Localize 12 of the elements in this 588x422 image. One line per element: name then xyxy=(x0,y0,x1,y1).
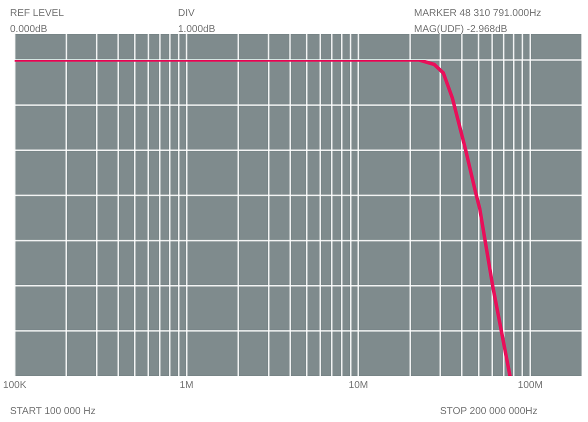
x-tick-label: 1M xyxy=(180,380,194,391)
x-tick-label: 10M xyxy=(348,380,368,391)
text: REF LEVEL xyxy=(10,8,64,19)
text: STOP 200 000 000Hz xyxy=(440,406,538,417)
text: MAG(UDF) -2.968dB xyxy=(414,24,508,35)
text: START 100 000 Hz xyxy=(10,406,96,417)
text: 1.000dB xyxy=(178,24,216,35)
x-tick-label: 100M xyxy=(518,380,543,391)
text: 0.000dB xyxy=(10,24,48,35)
text: MARKER 48 310 791.000Hz xyxy=(414,8,542,19)
text: DIV xyxy=(178,8,195,19)
x-tick-label: 100K xyxy=(3,380,27,391)
